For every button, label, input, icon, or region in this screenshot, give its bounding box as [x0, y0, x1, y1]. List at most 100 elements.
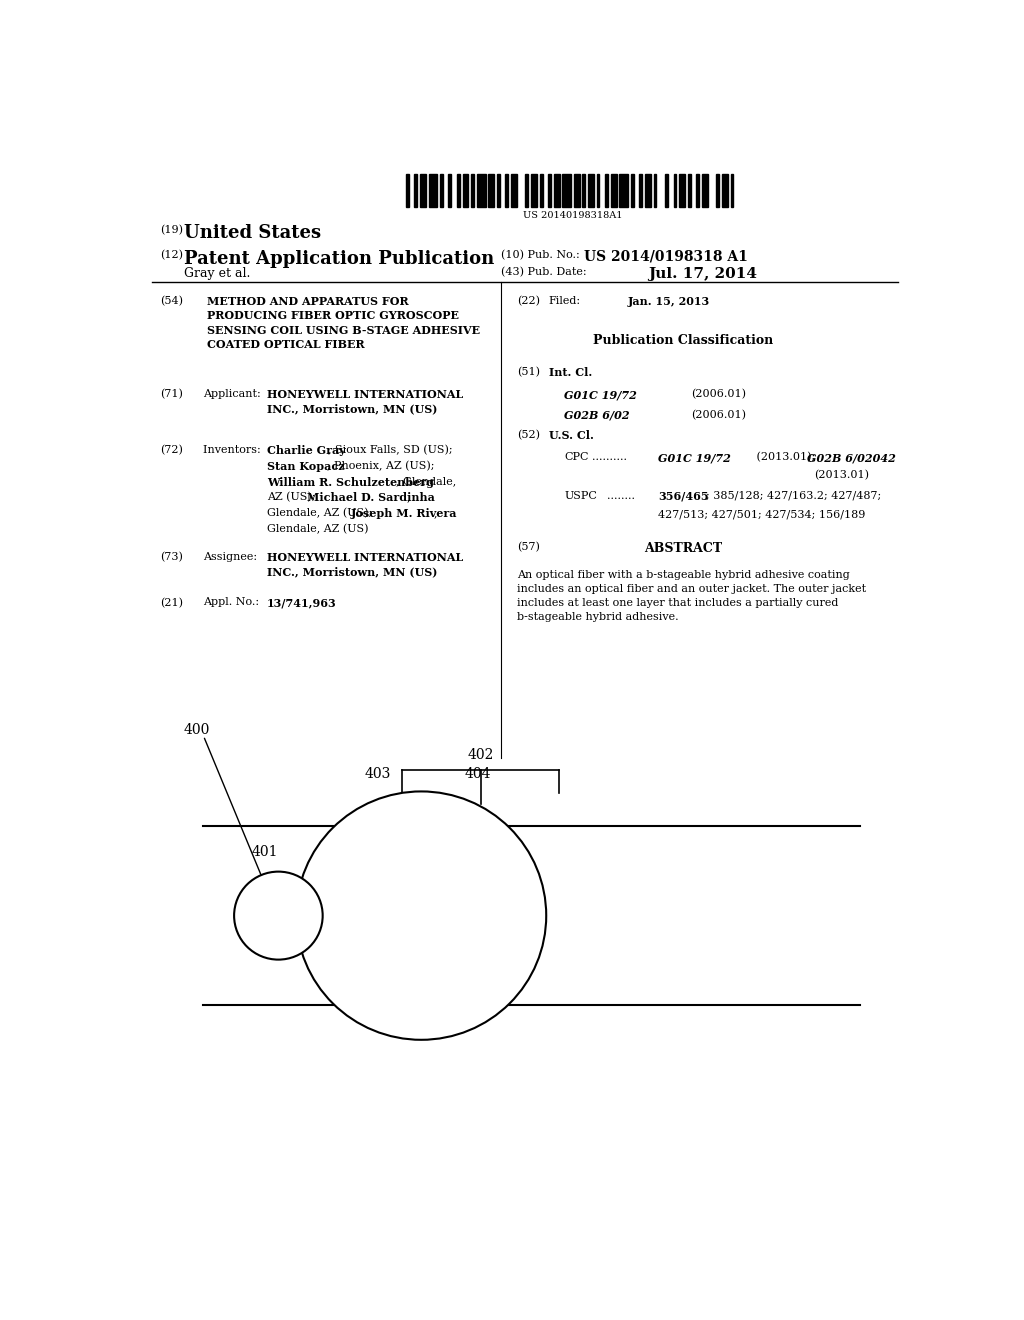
Bar — [463, 174, 468, 207]
Text: Int. Cl.: Int. Cl. — [549, 367, 592, 378]
Text: (21): (21) — [160, 598, 182, 607]
Text: , Glendale,: , Glendale, — [396, 477, 457, 487]
Text: G02B 6/02042: G02B 6/02042 — [807, 453, 895, 463]
Bar — [653, 174, 656, 207]
Text: (52): (52) — [517, 430, 540, 440]
Text: (2013.01): (2013.01) — [814, 470, 869, 480]
Text: ABSTRACT: ABSTRACT — [644, 541, 723, 554]
Text: CPC: CPC — [564, 453, 589, 462]
Text: USPC: USPC — [564, 491, 597, 500]
Bar — [506, 174, 508, 207]
Text: United States: United States — [183, 224, 321, 243]
Text: ,: , — [407, 492, 410, 503]
Bar — [471, 174, 474, 207]
Text: (43) Pub. Date:: (43) Pub. Date: — [501, 267, 587, 277]
Text: Joseph M. Rivera: Joseph M. Rivera — [351, 508, 458, 519]
Text: (57): (57) — [517, 541, 540, 552]
Text: (72): (72) — [160, 445, 182, 455]
Text: (22): (22) — [517, 296, 540, 306]
Text: 402: 402 — [467, 748, 494, 762]
Text: (54): (54) — [160, 296, 182, 306]
Text: G01C 19/72: G01C 19/72 — [658, 453, 731, 463]
Bar — [679, 174, 685, 207]
Text: G01C 19/72: G01C 19/72 — [564, 389, 637, 400]
Text: ; 385/128; 427/163.2; 427/487;: ; 385/128; 427/163.2; 427/487; — [706, 491, 881, 500]
Bar — [525, 174, 528, 207]
Text: Glendale, AZ (US);: Glendale, AZ (US); — [267, 508, 376, 519]
Text: Filed:: Filed: — [549, 296, 581, 306]
Bar — [511, 174, 517, 207]
Bar — [488, 174, 494, 207]
Bar — [588, 174, 594, 207]
Bar — [457, 174, 460, 207]
Text: Assignee:: Assignee: — [204, 552, 261, 562]
Bar — [611, 174, 616, 207]
Text: Jul. 17, 2014: Jul. 17, 2014 — [648, 267, 757, 281]
Bar — [477, 174, 485, 207]
Bar — [722, 174, 728, 207]
Text: Inventors:: Inventors: — [204, 445, 264, 455]
Bar — [716, 174, 719, 207]
Bar — [562, 174, 571, 207]
Text: (2013.01);: (2013.01); — [754, 453, 819, 462]
Bar — [429, 174, 437, 207]
Bar — [573, 174, 580, 207]
Text: Gray et al.: Gray et al. — [183, 267, 250, 280]
Bar — [620, 174, 628, 207]
Text: (51): (51) — [517, 367, 540, 378]
Text: ........: ........ — [606, 491, 635, 500]
Bar — [548, 174, 551, 207]
Text: Applicant:: Applicant: — [204, 389, 264, 399]
Text: An optical fiber with a b-stageable hybrid adhesive coating
includes an optical : An optical fiber with a b-stageable hybr… — [517, 570, 866, 622]
Text: Michael D. Sardinha: Michael D. Sardinha — [307, 492, 435, 503]
Ellipse shape — [296, 792, 546, 1040]
Text: HONEYWELL INTERNATIONAL
INC., Morristown, MN (US): HONEYWELL INTERNATIONAL INC., Morristown… — [267, 389, 463, 414]
Bar — [406, 174, 409, 207]
Text: (2006.01): (2006.01) — [691, 409, 746, 420]
Bar — [497, 174, 500, 207]
Text: William R. Schulzetenberg: William R. Schulzetenberg — [267, 477, 434, 487]
Bar — [554, 174, 559, 207]
Text: G02B 6/02: G02B 6/02 — [564, 409, 630, 421]
Text: 403: 403 — [365, 767, 391, 781]
Text: 427/513; 427/501; 427/534; 156/189: 427/513; 427/501; 427/534; 156/189 — [658, 510, 865, 519]
Bar — [540, 174, 543, 207]
Bar — [631, 174, 634, 207]
Text: HONEYWELL INTERNATIONAL
INC., Morristown, MN (US): HONEYWELL INTERNATIONAL INC., Morristown… — [267, 552, 463, 577]
Bar — [420, 174, 426, 207]
Text: Glendale, AZ (US): Glendale, AZ (US) — [267, 524, 369, 535]
Text: Publication Classification: Publication Classification — [593, 334, 774, 347]
Text: (71): (71) — [160, 389, 182, 400]
Text: ..........: .......... — [592, 453, 628, 462]
Text: 13/741,963: 13/741,963 — [267, 598, 337, 609]
Text: AZ (US);: AZ (US); — [267, 492, 318, 503]
Bar — [645, 174, 651, 207]
Bar — [440, 174, 442, 207]
Bar — [583, 174, 586, 207]
Bar — [696, 174, 699, 207]
Text: 356/465: 356/465 — [658, 491, 709, 502]
Text: (19): (19) — [160, 224, 182, 235]
Text: U.S. Cl.: U.S. Cl. — [549, 430, 594, 441]
Text: Charlie Gray: Charlie Gray — [267, 445, 346, 455]
Text: , Sioux Falls, SD (US);: , Sioux Falls, SD (US); — [328, 445, 453, 455]
Text: ,: , — [434, 508, 437, 517]
Bar — [674, 174, 677, 207]
Text: US 2014/0198318 A1: US 2014/0198318 A1 — [585, 249, 749, 264]
Text: (73): (73) — [160, 552, 182, 562]
Bar — [639, 174, 642, 207]
Text: (2006.01): (2006.01) — [691, 389, 746, 400]
Text: (10) Pub. No.:: (10) Pub. No.: — [501, 249, 580, 260]
Text: 401: 401 — [252, 845, 279, 859]
Bar — [730, 174, 733, 207]
Text: Stan Kopacz: Stan Kopacz — [267, 461, 344, 471]
Text: METHOD AND APPARATUS FOR
PRODUCING FIBER OPTIC GYROSCOPE
SENSING COIL USING B-ST: METHOD AND APPARATUS FOR PRODUCING FIBER… — [207, 296, 480, 350]
Ellipse shape — [234, 871, 323, 960]
Text: 400: 400 — [183, 722, 210, 737]
Text: 404: 404 — [464, 767, 490, 781]
Bar — [597, 174, 599, 207]
Text: (12): (12) — [160, 249, 182, 260]
Bar — [665, 174, 668, 207]
Text: Patent Application Publication: Patent Application Publication — [183, 249, 494, 268]
Text: Jan. 15, 2013: Jan. 15, 2013 — [628, 296, 711, 306]
